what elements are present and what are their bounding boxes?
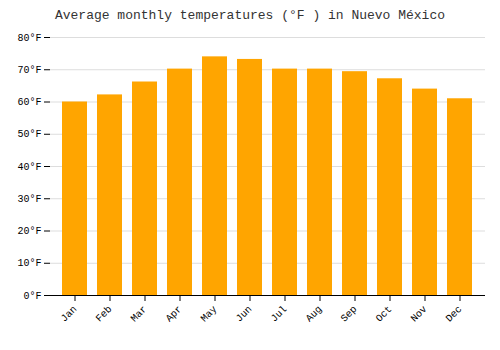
svg-text:Aug: Aug: [304, 304, 325, 325]
svg-text:May: May: [199, 304, 220, 325]
svg-text:Nov: Nov: [409, 304, 430, 325]
svg-text:70°F: 70°F: [17, 65, 41, 76]
svg-text:Feb: Feb: [94, 304, 115, 325]
svg-text:Jul: Jul: [269, 304, 290, 325]
svg-text:80°F: 80°F: [17, 33, 41, 44]
svg-text:60°F: 60°F: [17, 97, 41, 108]
svg-text:Sep: Sep: [339, 304, 360, 325]
svg-text:Jan: Jan: [59, 304, 80, 325]
svg-text:20°F: 20°F: [17, 226, 41, 237]
svg-text:Dec: Dec: [444, 304, 465, 325]
svg-text:40°F: 40°F: [17, 162, 41, 173]
svg-text:Apr: Apr: [164, 304, 185, 325]
svg-text:30°F: 30°F: [17, 194, 41, 205]
svg-text:Mar: Mar: [129, 304, 150, 325]
html-text:Average monthly temperatures (: Average monthly temperatures (°F ) in Nu…: [55, 8, 445, 23]
svg-text:0°F: 0°F: [23, 291, 41, 302]
svg-text:10°F: 10°F: [17, 258, 41, 269]
svg-text:Oct: Oct: [374, 304, 395, 325]
svg-text:Jun: Jun: [234, 304, 255, 325]
svg-text:50°F: 50°F: [17, 129, 41, 140]
